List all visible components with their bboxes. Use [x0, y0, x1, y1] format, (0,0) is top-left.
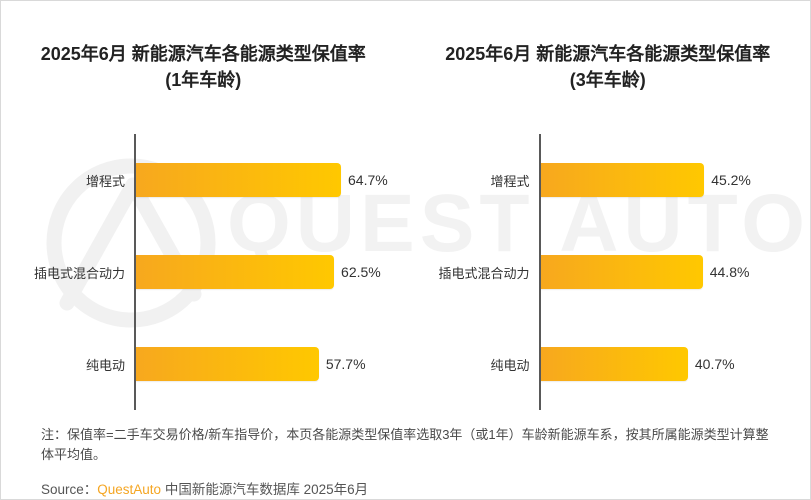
chart-1yr-plot-area: 64.7% 62.5% 57.7% — [134, 134, 406, 411]
bar-value-label: 45.2% — [711, 172, 751, 189]
source-brand: QuestAuto — [97, 482, 162, 498]
bar-value-label: 44.8% — [709, 264, 750, 281]
charts-row: 2025年6月 新能源汽车各能源类型保值率 (1年车龄) 增程式 插电式混合动力… — [1, 1, 811, 411]
bar-row: 44.8% — [540, 226, 795, 318]
bar-value-label: 57.7% — [325, 356, 366, 373]
bar-row: 64.7% — [136, 134, 390, 226]
source-line: Source：QuestAuto 中国新能源汽车数据库 2025年6月 — [41, 478, 810, 498]
chart-1yr-title-main: 2025年6月 新能源汽车各能源类型保值率 — [40, 44, 366, 64]
bar-value-label: 62.5% — [341, 264, 381, 281]
category-label: 增程式 — [490, 173, 530, 189]
chart-1yr-title: 2025年6月 新能源汽车各能源类型保值率 (1年车龄) — [1, 41, 406, 93]
chart-3yr-plot-area: 45.2% 44.8% 40.7% — [538, 134, 811, 411]
footnote: 注：保值率=二手车交易价格/新车指导价，本页各能源类型保值率选取3年（或1年）车… — [41, 427, 769, 463]
chart-1yr-category-labels: 增程式 插电式混合动力 纯电动 — [1, 134, 134, 410]
source-prefix: Source： — [41, 482, 98, 498]
category-label: 插电式混合动力 — [438, 265, 530, 281]
chart-3yr-category-labels: 增程式 插电式混合动力 纯电动 — [406, 134, 539, 410]
bar-bev — [136, 347, 319, 382]
category-label: 插电式混合动力 — [33, 265, 125, 281]
chart-1yr-subtitle: (1年车龄) — [165, 70, 242, 91]
bar-extended-range — [540, 163, 705, 198]
chart-3yr-subtitle: (3年车龄) — [569, 70, 646, 91]
source-suffix: 中国新能源汽车数据库 2025年6月 — [161, 482, 369, 498]
bar-row: 57.7% — [136, 318, 390, 410]
bar-value-label: 40.7% — [694, 356, 735, 373]
chart-3yr: 2025年6月 新能源汽车各能源类型保值率 (3年车龄) 增程式 插电式混合动力… — [406, 1, 811, 411]
chart-1yr: 2025年6月 新能源汽车各能源类型保值率 (1年车龄) 增程式 插电式混合动力… — [1, 1, 406, 411]
bar-value-label: 64.7% — [348, 172, 388, 189]
bar-row: 62.5% — [136, 226, 390, 318]
category-label: 纯电动 — [490, 357, 530, 373]
bar-bev — [540, 347, 688, 382]
bar-extended-range — [136, 163, 342, 198]
bar-phev — [540, 255, 703, 290]
category-label: 纯电动 — [85, 357, 125, 373]
chart-3yr-plot: 增程式 插电式混合动力 纯电动 45.2% 44.8% — [406, 134, 811, 411]
chart-1yr-plot: 增程式 插电式混合动力 纯电动 64.7% 62.5% — [1, 134, 406, 411]
bar-row: 40.7% — [540, 318, 795, 410]
category-label: 增程式 — [85, 173, 125, 189]
bar-row: 45.2% — [540, 134, 795, 226]
chart-3yr-title-main: 2025年6月 新能源汽车各能源类型保值率 — [445, 44, 771, 64]
chart-3yr-title: 2025年6月 新能源汽车各能源类型保值率 (3年车龄) — [406, 41, 811, 93]
bar-phev — [136, 255, 335, 290]
